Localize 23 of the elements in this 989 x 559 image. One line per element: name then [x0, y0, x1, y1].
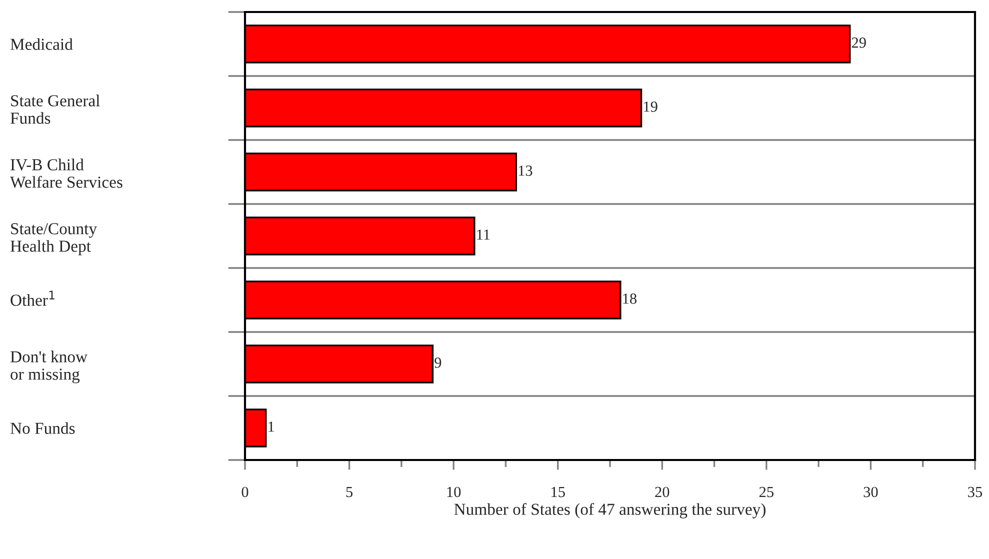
y-tick-label: No Funds — [10, 422, 75, 434]
x-tick-label: 20 — [655, 486, 670, 498]
y-tick-label: Don't know or missing — [10, 350, 88, 384]
data-label: 9 — [434, 358, 442, 368]
data-label: 13 — [518, 166, 532, 176]
x-tick-label: 25 — [759, 486, 774, 498]
data-label: 18 — [623, 294, 637, 304]
x-axis-title: Number of States (of 47 answering the survey) — [454, 503, 766, 518]
y-tick-label: Other$^{1}$ — [10, 290, 54, 306]
x-tick-label: 10 — [447, 486, 461, 498]
y-tick-label: IV-B Child Welfare Services — [10, 158, 122, 188]
data-label: 19 — [644, 102, 658, 112]
x-tick-label: 0 — [242, 486, 248, 498]
y-tick-label: Medicaid — [10, 38, 73, 50]
data-label: 11 — [477, 230, 490, 240]
x-tick-label: 35 — [968, 486, 982, 498]
data-label: 29 — [852, 38, 866, 48]
x-tick-label: 5 — [346, 486, 353, 498]
x-tick-label: 15 — [552, 486, 565, 498]
data-label: 1 — [268, 422, 274, 432]
y-tick-label: State General Funds — [10, 94, 100, 124]
x-tick-label: 30 — [864, 486, 878, 498]
y-tick-label: State/County Health Dept — [10, 223, 97, 256]
